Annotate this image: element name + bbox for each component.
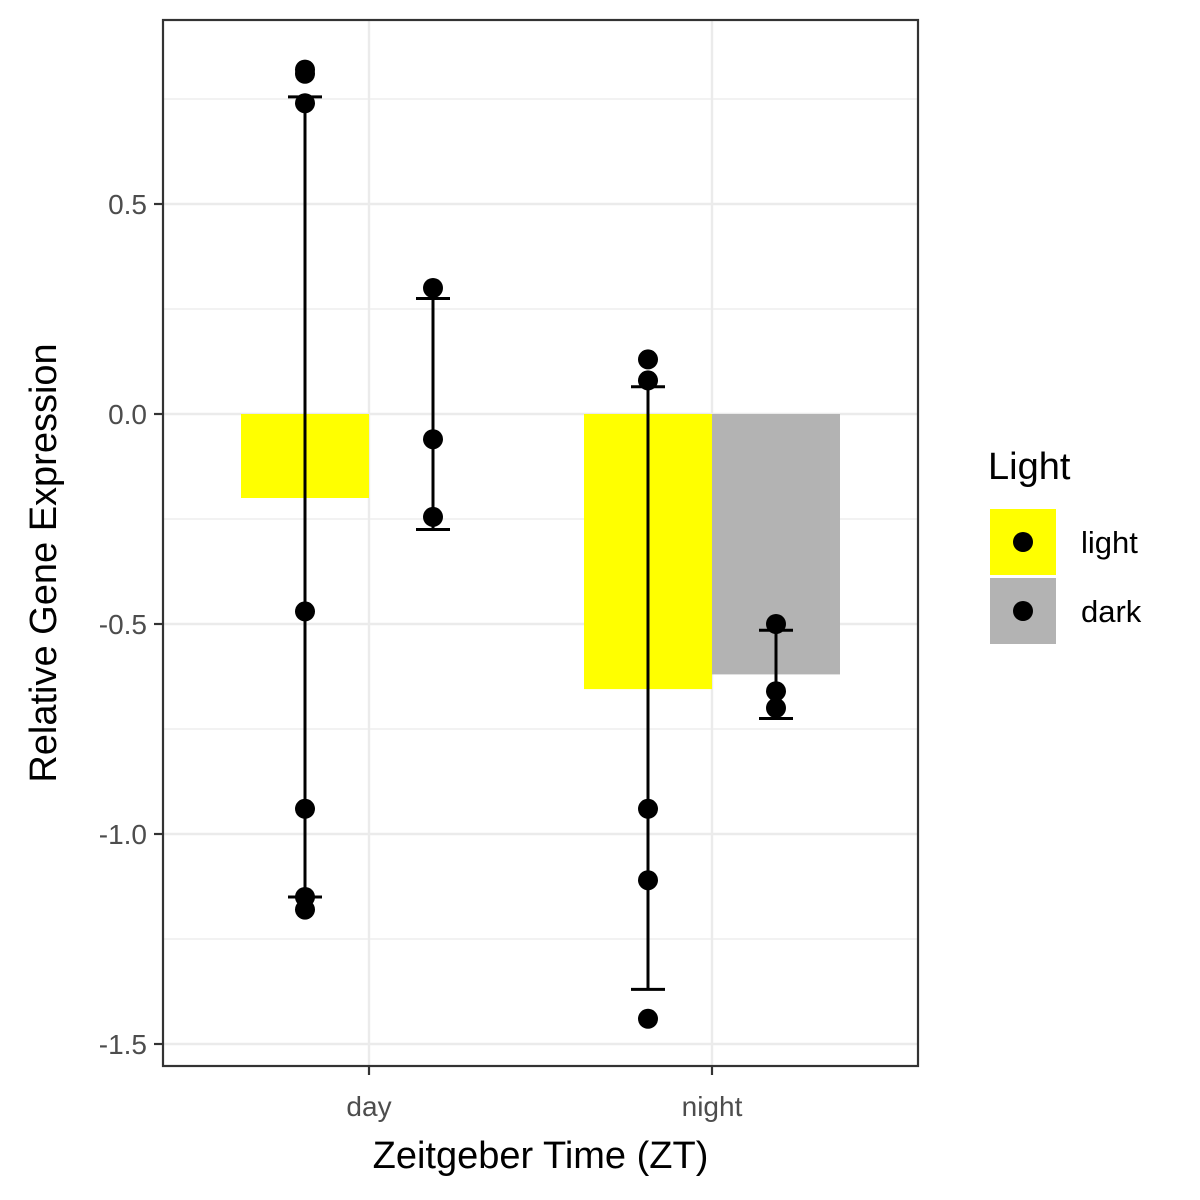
data-point-light-night: [638, 370, 658, 391]
data-point-dark-day: [423, 429, 443, 450]
legend-title: Light: [988, 446, 1071, 488]
y-tick-label: -1.0: [99, 819, 147, 850]
y-axis: 0.5 0.0 -0.5 -1.0 -1.5: [99, 189, 163, 1060]
error-bar-dark-day: [416, 297, 450, 531]
panel-border: [161, 18, 920, 1068]
error-bars: [288, 95, 793, 991]
y-tick-label: 0.5: [108, 189, 147, 220]
legend-label-light: light: [1081, 525, 1138, 560]
legend-point: [1013, 532, 1033, 552]
data-point-light-night: [638, 1008, 658, 1029]
x-tick-label: night: [682, 1091, 743, 1122]
data-point-light-day: [295, 899, 315, 920]
data-point-light-day: [295, 601, 315, 622]
legend-point: [1013, 601, 1033, 621]
data-point-dark-day: [423, 506, 443, 527]
data-point-light-day: [295, 63, 315, 84]
data-point-light-day: [295, 93, 315, 114]
legend-key-dark: [990, 578, 1056, 644]
legend: Light light dark: [988, 446, 1142, 644]
y-tick-label: -0.5: [99, 609, 147, 640]
gridlines: [163, 20, 918, 1066]
data-point-dark-night: [766, 681, 786, 702]
data-points: [295, 59, 786, 1029]
y-tick-label: -1.5: [99, 1029, 147, 1060]
legend-key-light: [990, 509, 1056, 575]
data-point-light-night: [638, 870, 658, 891]
x-axis-title: Zeitgeber Time (ZT): [373, 1135, 709, 1177]
data-point-dark-day: [423, 278, 443, 298]
y-tick-label: 0.0: [108, 399, 147, 430]
data-point-light-night: [638, 798, 658, 819]
x-tick-label: day: [346, 1091, 391, 1122]
data-point-dark-night: [766, 698, 786, 718]
data-point-light-day: [295, 798, 315, 819]
data-point-light-night: [638, 349, 658, 370]
data-point-dark-night: [766, 614, 786, 634]
x-axis: day night: [346, 1066, 743, 1122]
y-axis-title: Relative Gene Expression: [23, 343, 65, 782]
legend-label-dark: dark: [1081, 594, 1142, 629]
